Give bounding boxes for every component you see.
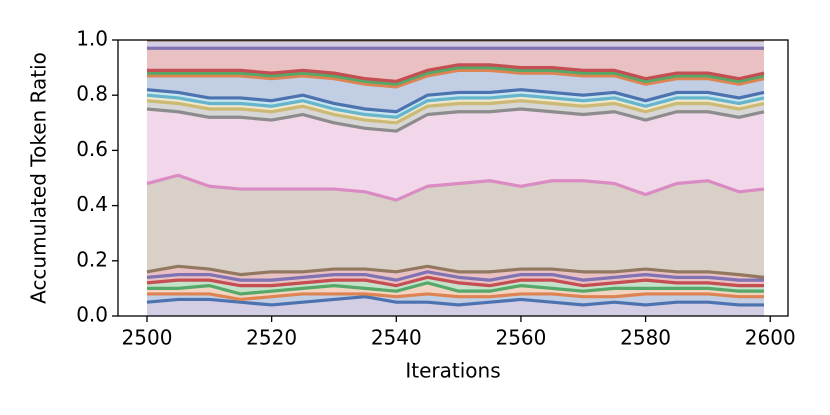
x-tick-label: 2520 [246,326,297,350]
series-line [146,270,765,282]
axes-frame [117,39,789,317]
y-tick-label: 0.2 [76,247,108,271]
series-line [146,99,765,125]
area [146,277,765,294]
y-axis-label: Accumulated Token Ratio [27,52,51,304]
area [146,100,765,132]
x-tick-label: 2540 [371,326,422,350]
y-tick-label: 0.8 [76,82,108,106]
x-tick-label: 2560 [495,326,546,350]
area [146,109,765,201]
area [146,70,765,112]
plot-area [146,40,765,316]
series-line [146,264,765,279]
series-line [146,281,765,296]
series-line [146,68,765,89]
y-tick-label: 1.0 [76,27,108,51]
x-tick-label: 2600 [745,326,796,350]
y-tick-label: 0.0 [76,303,108,327]
x-tick-label: 2500 [122,326,173,350]
series-line [146,173,765,202]
series-line [146,107,765,133]
area [146,175,765,278]
series-line [146,93,765,119]
series-line [146,63,765,83]
series-line [146,88,765,114]
y-tick-label: 0.6 [76,137,108,161]
y-tick-label: 0.4 [76,192,108,216]
series-line [146,295,765,307]
series-line [146,275,765,288]
area [146,40,765,49]
x-axis-label: Iterations [405,359,500,383]
area [146,296,765,316]
series-line [146,66,765,86]
x-tick-label: 2580 [620,326,671,350]
series-line [146,292,765,302]
